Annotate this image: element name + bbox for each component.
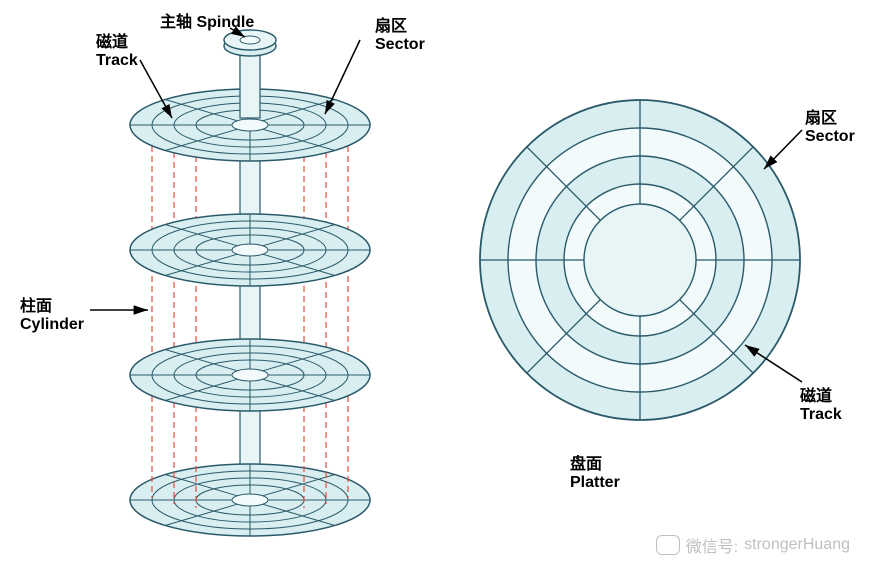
cylinder-label: 柱面 Cylinder	[20, 292, 84, 334]
platter-en: Platter	[570, 474, 620, 492]
cylinder-en: Cylinder	[20, 316, 84, 334]
right-sector-en: Sector	[805, 128, 855, 146]
left-sector-en: Sector	[375, 36, 425, 54]
left-sector-label: 扇区 Sector	[375, 12, 425, 54]
spindle-label: 主轴 Spindle	[160, 8, 254, 32]
right-track-cn: 磁道	[800, 388, 832, 405]
watermark-id: strongerHuang	[744, 536, 850, 554]
spindle-top	[224, 30, 276, 56]
right-sector-label: 扇区 Sector	[805, 104, 855, 146]
stacked-platters-diagram	[40, 10, 460, 570]
right-track-en: Track	[800, 406, 842, 424]
left-track-cn: 磁道	[96, 34, 128, 51]
left-track-label: 磁道 Track	[96, 28, 138, 70]
left-track-en: Track	[96, 52, 138, 70]
platter-cn: 盘面	[570, 456, 602, 473]
spindle-en: Spindle	[196, 14, 254, 31]
cylinder-cn: 柱面	[20, 298, 52, 315]
left-sector-cn: 扇区	[375, 18, 407, 35]
watermark-prefix: 微信号:	[686, 533, 738, 557]
platter-label: 盘面 Platter	[570, 450, 620, 492]
spindle-cn: 主轴	[160, 14, 192, 31]
watermark: 微信号: strongerHuang	[656, 533, 850, 557]
right-track-label: 磁道 Track	[800, 382, 842, 424]
right-sector-cn: 扇区	[805, 110, 837, 127]
wechat-icon	[656, 535, 680, 555]
